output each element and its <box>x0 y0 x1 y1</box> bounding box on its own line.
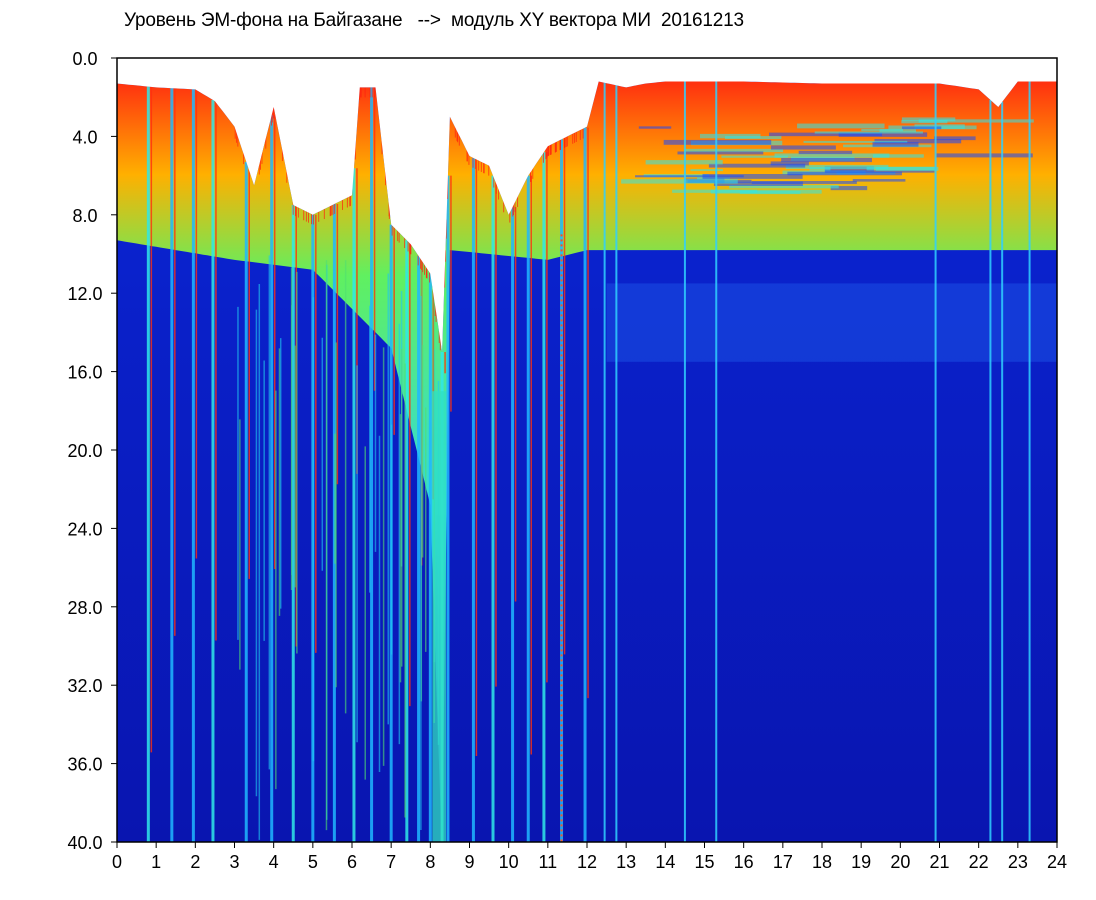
band-texture <box>769 132 883 137</box>
band-texture <box>702 173 803 179</box>
band-texture <box>638 126 672 129</box>
band-texture <box>721 155 788 158</box>
x-tick-label: 12 <box>577 852 597 872</box>
x-tick-label: 22 <box>969 852 989 872</box>
x-tick-label: 23 <box>1008 852 1028 872</box>
band-texture <box>785 164 889 169</box>
x-axis: 0 1 2 3 4 5 6 7 8 9 10 11 12 13 14 15 16 17 18 19 20 21 22 23 24 <box>112 842 1067 872</box>
band-texture <box>710 189 822 194</box>
x-tick-label: 18 <box>812 852 832 872</box>
y-tick-label: 12.0 <box>67 284 102 304</box>
band-texture <box>824 170 935 173</box>
x-tick-label: 8 <box>425 852 435 872</box>
band-texture <box>874 138 962 144</box>
column-8h <box>432 391 446 842</box>
x-tick-label: 6 <box>347 852 357 872</box>
band-texture <box>798 150 853 155</box>
band-texture <box>830 186 868 191</box>
band-texture <box>770 145 836 150</box>
band-texture <box>872 154 924 158</box>
noise-band <box>117 81 1057 842</box>
y-axis: 0.0 4.0 8.0 12.0 16.0 20.0 24.0 28.0 32.0 36.0 40.… <box>67 49 117 853</box>
band-texture <box>787 171 902 176</box>
y-tick-label: 32.0 <box>67 676 102 696</box>
band-texture <box>751 181 857 184</box>
x-tick-label: 19 <box>851 852 871 872</box>
x-tick-label: 9 <box>464 852 474 872</box>
x-tick-label: 15 <box>694 852 714 872</box>
band-texture <box>814 131 923 134</box>
band-texture <box>713 181 803 186</box>
x-tick-label: 5 <box>308 852 318 872</box>
band-texture <box>876 166 939 171</box>
band-texture <box>672 189 758 193</box>
band-texture <box>838 132 928 137</box>
x-tick-label: 17 <box>773 852 793 872</box>
band-texture <box>684 148 784 153</box>
band-texture <box>797 123 885 129</box>
band-texture <box>936 153 1033 158</box>
band-texture <box>708 163 806 168</box>
x-tick-label: 14 <box>655 852 675 872</box>
band-texture <box>852 179 906 182</box>
band-texture <box>774 153 890 158</box>
x-tick-label: 4 <box>269 852 279 872</box>
band-texture <box>901 126 942 130</box>
band-texture <box>770 161 809 166</box>
y-tick-label: 24.0 <box>67 519 102 539</box>
y-tick-label: 16.0 <box>67 363 102 383</box>
band-texture <box>621 179 738 184</box>
band-texture <box>663 139 772 145</box>
y-tick-label: 0.0 <box>72 49 97 69</box>
y-tick-label: 36.0 <box>67 755 102 775</box>
band-texture <box>803 140 908 143</box>
band-texture <box>933 136 976 141</box>
x-tick-label: 0 <box>112 852 122 872</box>
y-tick-label: 40.0 <box>67 833 102 853</box>
x-tick-label: 1 <box>151 852 161 872</box>
band-texture <box>809 166 831 171</box>
plot-content <box>117 58 1057 842</box>
y-tick-label: 28.0 <box>67 598 102 618</box>
band-texture <box>918 119 1034 123</box>
x-tick-label: 24 <box>1047 852 1067 872</box>
y-tick-label: 8.0 <box>72 206 97 226</box>
empty-area <box>117 58 1057 352</box>
band-texture <box>729 185 839 189</box>
band-texture <box>677 151 764 155</box>
band-texture <box>861 128 903 132</box>
band-texture <box>635 175 744 178</box>
x-tick-label: 20 <box>890 852 910 872</box>
x-tick-label: 13 <box>616 852 636 872</box>
band-texture <box>781 158 872 163</box>
band-texture <box>690 169 724 172</box>
band-texture <box>724 136 782 140</box>
chart-title: Уровень ЭМ-фона на Байгазане --> модуль … <box>124 10 744 31</box>
x-tick-label: 11 <box>538 852 557 872</box>
band-texture <box>872 142 919 147</box>
x-tick-label: 21 <box>929 852 949 872</box>
y-tick-label: 4.0 <box>72 127 97 147</box>
afternoon-haze <box>606 283 1057 362</box>
x-tick-label: 7 <box>386 852 396 872</box>
x-tick-label: 2 <box>190 852 200 872</box>
x-tick-label: 10 <box>499 852 519 872</box>
y-tick-label: 20.0 <box>67 441 102 461</box>
x-tick-label: 16 <box>734 852 754 872</box>
x-tick-label: 3 <box>229 852 239 872</box>
